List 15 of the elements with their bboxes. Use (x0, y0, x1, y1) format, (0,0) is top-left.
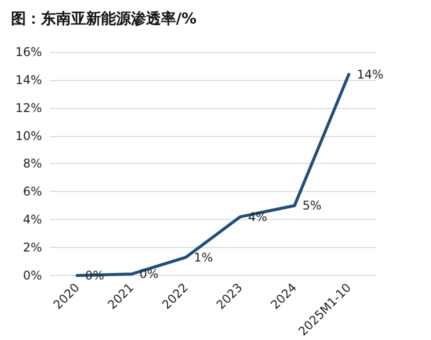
y-tick-label: 8% (22, 156, 42, 171)
y-tick-label: 12% (15, 100, 42, 115)
data-label: 0% (140, 267, 159, 282)
chart-title: 图：东南亚新能源渗透率/% (11, 10, 197, 28)
data-label: 14% (356, 67, 384, 82)
y-tick-label: 0% (22, 268, 42, 282)
data-label: 5% (302, 198, 322, 213)
data-label: 1% (194, 250, 213, 264)
data-label: 0% (85, 268, 104, 282)
y-tick-label: 2% (22, 240, 42, 255)
y-tick-label: 4% (22, 212, 42, 227)
y-tick-label: 6% (22, 184, 42, 199)
y-tick-label: 14% (15, 72, 42, 87)
y-tick-label: 16% (15, 45, 42, 59)
y-tick-label: 10% (15, 128, 42, 143)
